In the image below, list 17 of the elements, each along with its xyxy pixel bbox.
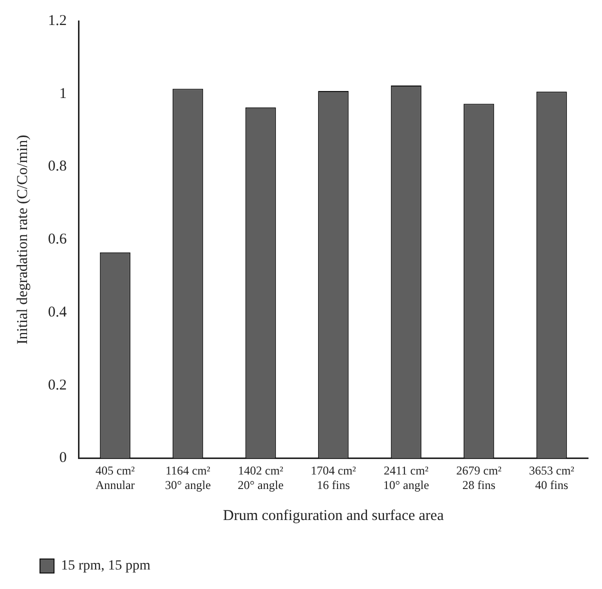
y-tick-label: 0.4 bbox=[48, 304, 68, 320]
y-tick-label: 0.8 bbox=[48, 158, 67, 175]
y-tick-label: 0.2 bbox=[48, 377, 67, 394]
legend-label: 15 rpm, 15 ppm bbox=[61, 558, 151, 574]
x-tick-label: 2679 cm² 28 fins bbox=[456, 464, 502, 492]
x-tick-label: 1402 cm² 20° angle bbox=[238, 464, 284, 492]
x-tick-label: 1164 cm² 30° angle bbox=[164, 464, 211, 492]
y-tick-label: 0 bbox=[59, 450, 67, 466]
x-tick-label: 2411 cm² 10° angle bbox=[383, 464, 430, 492]
x-axis-title: Drum configuration and surface area bbox=[223, 508, 444, 524]
y-tick-label: 1 bbox=[59, 86, 67, 102]
x-tick-label: 405 cm² Annular bbox=[95, 464, 136, 492]
x-tick-label: 3653 cm² 40 fins bbox=[528, 464, 575, 492]
y-tick-label: 1.2 bbox=[48, 12, 67, 29]
x-tick-label: 1704 cm² 16 fins bbox=[310, 464, 356, 492]
y-tick-label: 0.6 bbox=[48, 232, 68, 248]
y-axis-title: Initial degradation rate (C/Co/min) bbox=[14, 134, 31, 344]
